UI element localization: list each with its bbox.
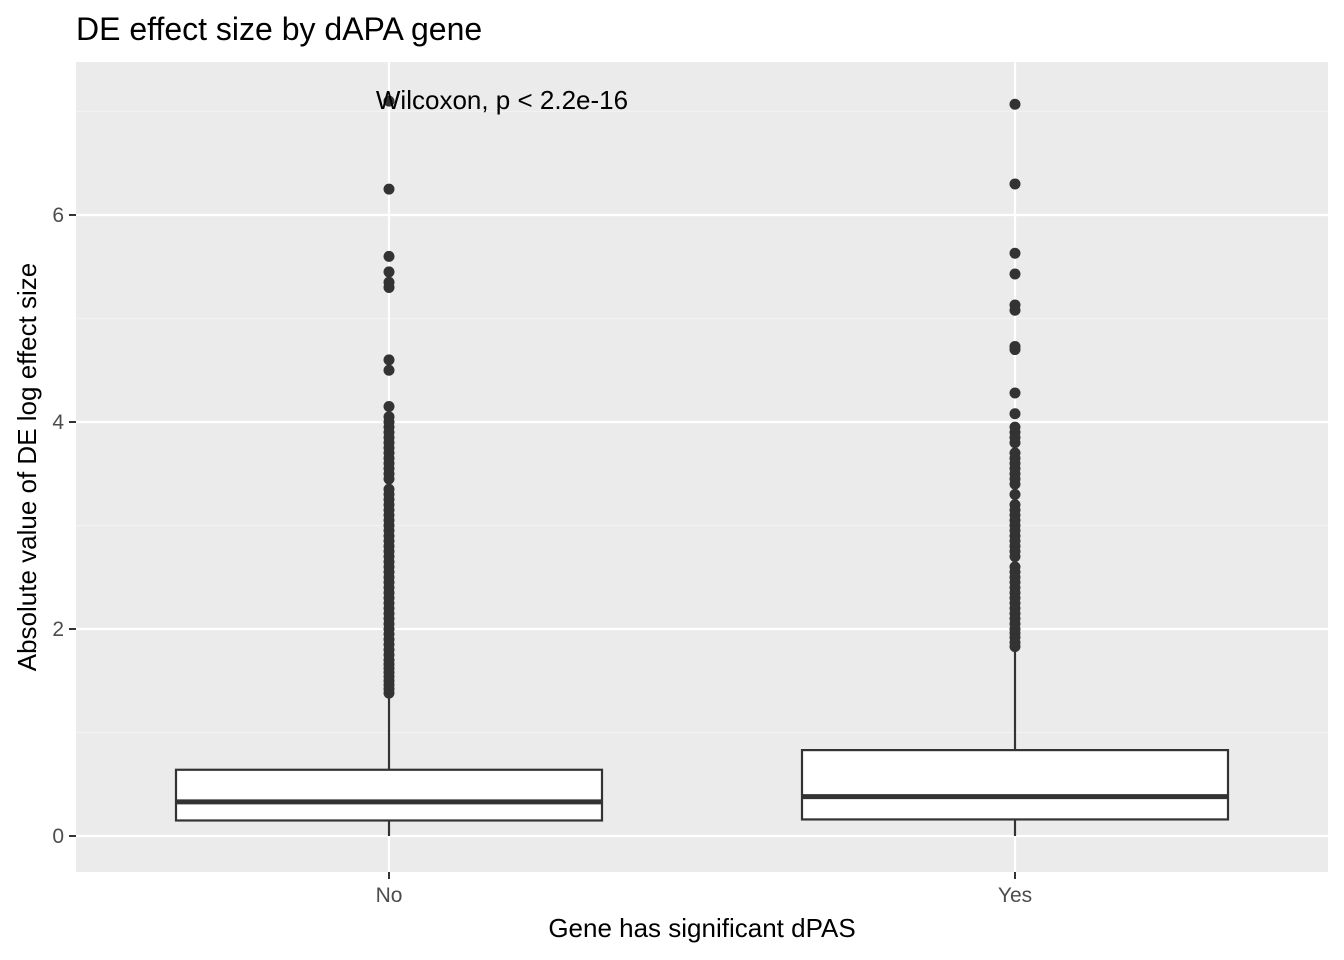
outlier-point: [383, 364, 395, 376]
boxplot-series: [174, 95, 1230, 836]
outlier-point: [1009, 299, 1021, 311]
outlier-point: [1009, 178, 1021, 190]
outlier-point: [1009, 268, 1021, 280]
x-tick-label: No: [376, 884, 403, 907]
outlier-point: [383, 183, 395, 195]
x-axis: No Yes: [376, 872, 1032, 907]
chart-title: DE effect size by dAPA gene: [76, 11, 482, 47]
x-tick-label: Yes: [998, 884, 1032, 907]
outlier-point: [1009, 447, 1021, 459]
outlier-point: [1009, 561, 1021, 573]
plot-panel: [76, 62, 1328, 872]
box-no: [174, 95, 604, 836]
y-tick-label: 2: [52, 618, 64, 641]
minor-gridlines: [76, 110, 1328, 734]
x-axis-title: Gene has significant dPAS: [548, 913, 855, 943]
outlier-point: [383, 95, 395, 107]
outlier-point: [1009, 408, 1021, 420]
outlier-point: [1009, 421, 1021, 433]
y-tick-label: 4: [52, 411, 64, 434]
outlier-point: [1009, 387, 1021, 399]
y-axis-title: Absolute value of DE log effect size: [12, 263, 42, 672]
y-axis: 0 2 4 6: [52, 204, 76, 848]
outlier-point: [383, 483, 395, 495]
outlier-point: [383, 276, 395, 288]
outlier-point: [383, 400, 395, 412]
box-yes: [800, 98, 1230, 836]
outlier-point: [1009, 340, 1021, 352]
outlier-point: [383, 250, 395, 262]
outlier-point: [383, 266, 395, 278]
wilcoxon-annotation: Wilcoxon, p < 2.2e-16: [376, 85, 628, 115]
box-iqr: [800, 748, 1230, 821]
y-tick-label: 6: [52, 204, 64, 227]
box-iqr: [174, 768, 604, 822]
outlier-point: [1009, 247, 1021, 259]
outlier-point: [1009, 488, 1021, 500]
outlier-point: [1009, 98, 1021, 110]
outlier-point: [383, 354, 395, 366]
outlier-point: [1009, 499, 1021, 511]
y-tick-label: 0: [52, 825, 64, 848]
outlier-point: [383, 411, 395, 423]
